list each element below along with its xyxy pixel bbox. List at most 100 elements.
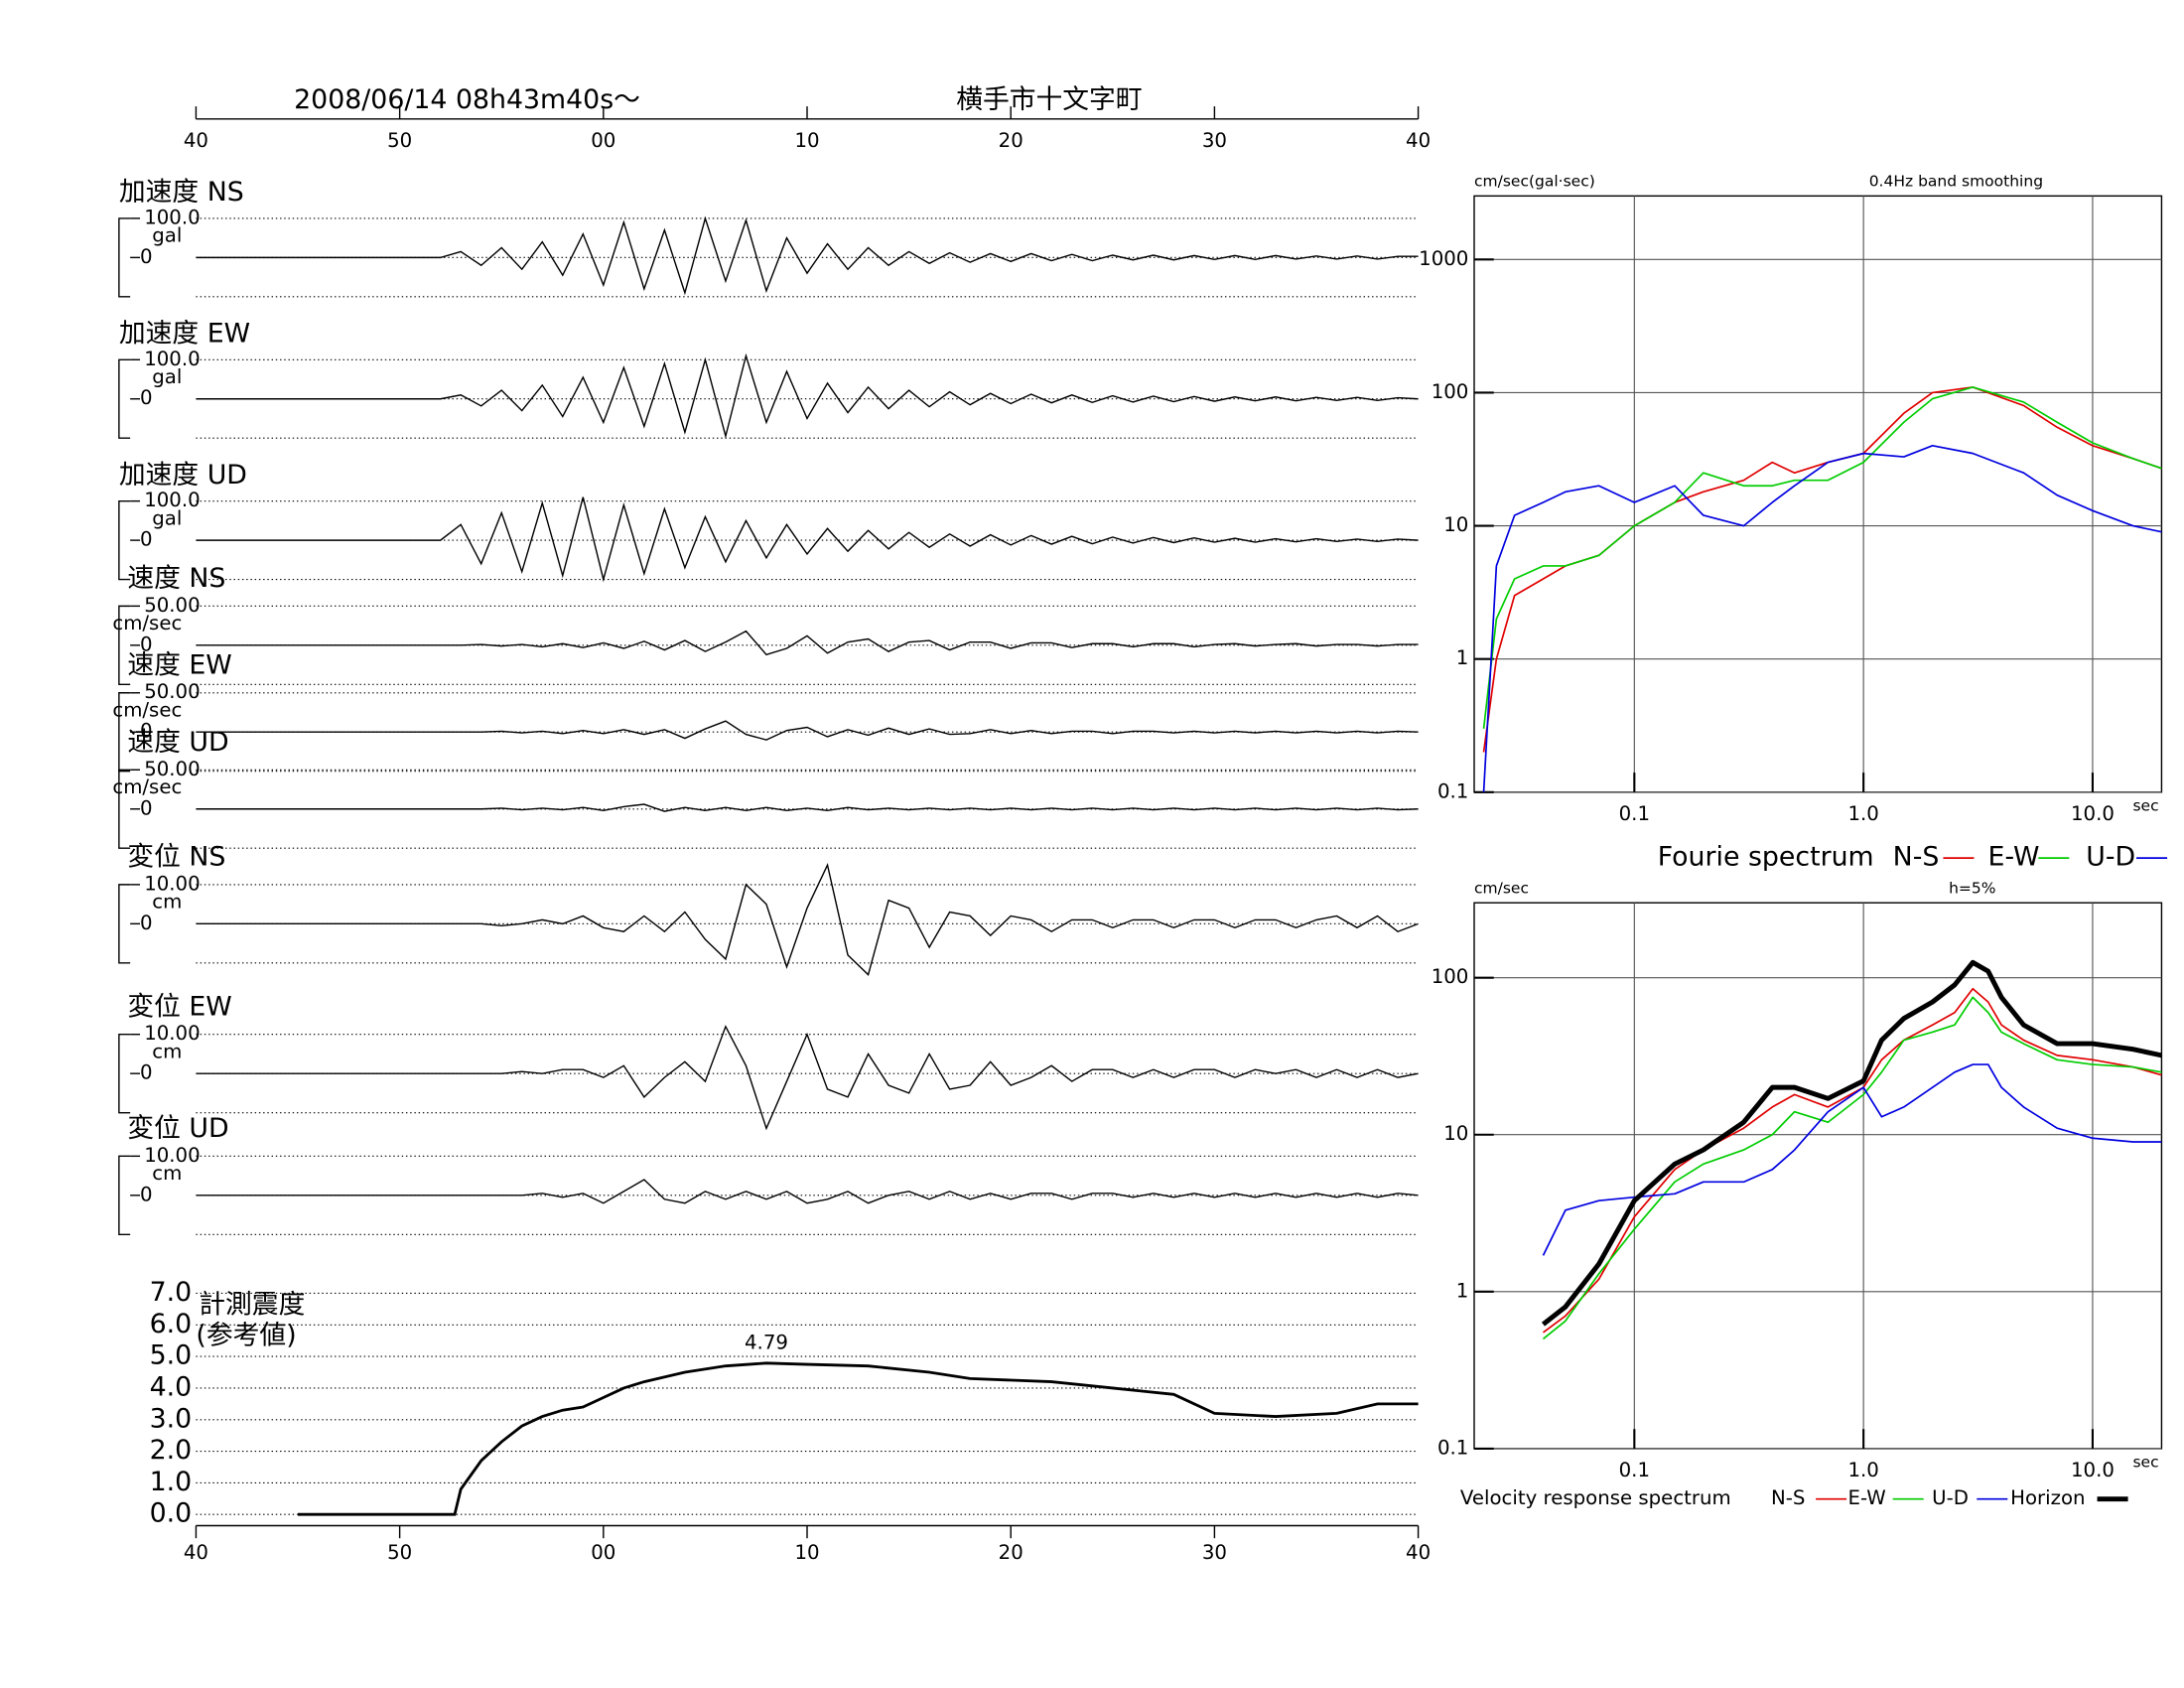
panel-bracket xyxy=(118,217,131,298)
plot-frame xyxy=(1473,902,2163,1450)
panel-title: 変位 EW xyxy=(127,991,231,1022)
waveform xyxy=(196,720,1419,741)
legend-label: N-S xyxy=(1771,1486,1805,1509)
intensity-title: 計測震度 xyxy=(199,1290,305,1321)
y-tick-label: 10 xyxy=(1443,513,1468,536)
y-axis-label: cm/sec xyxy=(1474,880,1529,898)
unit-label: cm/sec xyxy=(112,612,182,634)
plot-frame xyxy=(1473,195,2163,793)
spectrum-line xyxy=(1482,386,2162,729)
x-tick-label: 50 xyxy=(387,129,412,152)
unit-label: gal xyxy=(152,365,182,388)
x-tick-label: 00 xyxy=(591,129,615,152)
y-tick-label: 50.00 xyxy=(144,594,200,617)
waveform xyxy=(196,496,1419,583)
y-tick-label: 2.0 xyxy=(150,1435,193,1466)
y-tick-label: 100.0 xyxy=(144,489,200,511)
panel-title: 速度 EW xyxy=(127,649,231,680)
panel-title: 速度 NS xyxy=(127,563,225,594)
panel-title: 変位 NS xyxy=(127,842,225,873)
y-tick-label: 3.0 xyxy=(150,1403,193,1434)
y-tick-label: 0 xyxy=(140,1061,153,1084)
x-tick-label: 20 xyxy=(999,129,1024,152)
panel-bracket xyxy=(118,358,131,439)
legend-label: E-W xyxy=(1988,842,2040,873)
unit-label: cm xyxy=(152,1041,182,1063)
legend-label: N-S xyxy=(1893,842,1940,873)
x-tick-label: 40 xyxy=(184,129,208,152)
unit-label: cm xyxy=(152,891,182,914)
y-tick-label: 5.0 xyxy=(150,1340,193,1371)
y-tick-label: 7.0 xyxy=(150,1277,193,1308)
y-tick-label: 100.0 xyxy=(144,206,200,228)
x-tick-label: 1.0 xyxy=(1847,1459,1878,1481)
waveform xyxy=(196,862,1419,976)
panel-title: 加速度 EW xyxy=(119,318,250,349)
unit-label: cm xyxy=(152,1162,182,1185)
station-name: 横手市十文字町 xyxy=(956,84,1142,115)
x-tick-label: 20 xyxy=(999,1541,1024,1564)
panel-bracket xyxy=(118,605,131,686)
x-tick-label: 10.0 xyxy=(2071,802,2115,825)
spectrum-line xyxy=(1542,1063,2162,1256)
y-tick-label: 0 xyxy=(140,796,153,819)
record-date: 2008/06/14 08h43m40s〜 xyxy=(294,84,640,115)
waveform xyxy=(196,1179,1419,1204)
panel-title: 加速度 NS xyxy=(119,177,244,208)
legend-label: E-W xyxy=(1848,1486,1886,1509)
y-tick-label: 0 xyxy=(140,633,153,655)
y-tick-label: 0.1 xyxy=(1437,1436,1468,1459)
y-tick-label: 1 xyxy=(1456,646,1469,669)
waveform xyxy=(196,1025,1419,1131)
y-tick-label: 100.0 xyxy=(144,348,200,370)
y-tick-label: 10.00 xyxy=(144,872,200,895)
plot-note: h=5% xyxy=(1949,880,1995,898)
y-tick-label: 50.00 xyxy=(144,680,200,703)
spectrum-line xyxy=(1482,386,2162,753)
y-tick-label: 10.00 xyxy=(144,1144,200,1167)
y-tick-label: 10.00 xyxy=(144,1022,200,1045)
intensity-line xyxy=(298,1361,1419,1516)
legend-label: Horizon xyxy=(2010,1486,2085,1509)
y-tick-label: 4.0 xyxy=(150,1371,193,1402)
x-tick-label: 30 xyxy=(1202,129,1227,152)
waveform xyxy=(196,803,1419,812)
waveform xyxy=(196,630,1419,656)
y-tick-label: 100 xyxy=(1432,965,1469,988)
spectrum-line xyxy=(1482,444,2162,792)
intensity-subtitle: (参考値) xyxy=(196,1321,296,1351)
panel-bracket xyxy=(118,1155,131,1235)
y-tick-label: 0 xyxy=(140,528,153,551)
y-tick-label: 1000 xyxy=(1419,247,1468,270)
y-tick-label: 0 xyxy=(140,386,153,409)
spectrum-line xyxy=(1542,987,2162,1334)
y-tick-label: 6.0 xyxy=(150,1309,193,1339)
panel-bracket xyxy=(118,499,131,581)
y-tick-label: 1 xyxy=(1456,1279,1469,1302)
y-tick-label: 0 xyxy=(140,720,153,743)
chart-title: Velocity response spectrum xyxy=(1460,1486,1731,1509)
y-tick-label: 100 xyxy=(1432,380,1469,403)
x-tick-label: 50 xyxy=(387,1541,412,1564)
y-tick-label: 10 xyxy=(1443,1122,1468,1145)
y-tick-label: 0 xyxy=(140,1183,153,1205)
x-tick-label: 00 xyxy=(591,1541,615,1564)
y-tick-label: 0 xyxy=(140,245,153,268)
x-axis-label: sec xyxy=(2132,796,2158,814)
y-axis-label: cm/sec(gal·sec) xyxy=(1474,173,1595,191)
y-tick-label: 0.1 xyxy=(1437,779,1468,802)
panel-bracket xyxy=(118,884,131,964)
x-tick-label: 1.0 xyxy=(1847,802,1878,825)
x-tick-label: 30 xyxy=(1202,1541,1227,1564)
y-tick-label: 0.0 xyxy=(150,1498,193,1529)
spectrum-line xyxy=(1541,959,2162,1327)
plot-note: 0.4Hz band smoothing xyxy=(1869,173,2043,191)
x-tick-label: 40 xyxy=(1406,1541,1431,1564)
panel-title: 加速度 UD xyxy=(119,460,247,491)
x-tick-label: 0.1 xyxy=(1619,1459,1650,1481)
unit-label: gal xyxy=(152,506,182,529)
panel-bracket xyxy=(118,1034,131,1114)
panel-title: 速度 UD xyxy=(127,727,228,758)
y-tick-label: 1.0 xyxy=(150,1467,193,1497)
